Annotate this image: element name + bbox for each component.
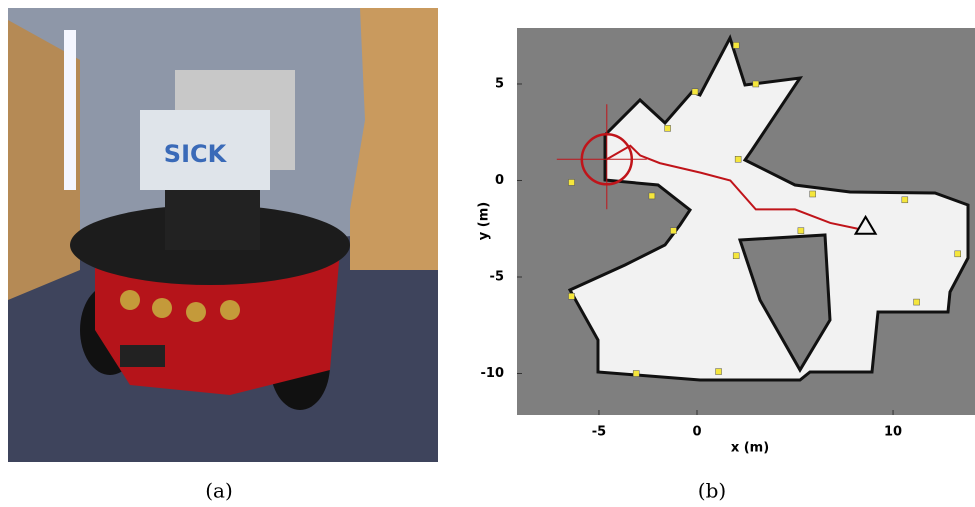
x-tick-label: -5	[592, 425, 606, 440]
x-axis-label: x (m)	[731, 441, 769, 456]
landmark	[665, 125, 671, 131]
y-tick-label: -10	[481, 366, 505, 381]
x-tick-label: 0	[692, 425, 701, 440]
x-tick-label: 10	[884, 425, 902, 440]
landmark	[670, 228, 676, 234]
caption: (a)	[205, 479, 233, 503]
page: SICK x (m) y (m) (a) (b) -501050-5-10 ((…	[0, 0, 975, 507]
caption: (b)	[698, 479, 726, 503]
landmark	[633, 371, 639, 377]
landmark	[733, 42, 739, 48]
landmark	[735, 156, 741, 162]
landmark	[798, 228, 804, 234]
landmark	[810, 191, 816, 197]
landmark	[733, 253, 739, 259]
landmark	[569, 293, 575, 299]
y-tick-label: 0	[495, 173, 504, 188]
landmark	[716, 369, 722, 375]
landmark	[902, 197, 908, 203]
figure: SICK x (m) y (m) (a) (b) -5 0 10 5 0 -5 -10	[0, 0, 975, 507]
landmark	[692, 89, 698, 95]
photo-label: SICK	[164, 140, 228, 168]
y-tick-label: 5	[495, 76, 504, 91]
landmark	[914, 299, 920, 305]
landmark	[569, 179, 575, 185]
landmark	[753, 81, 759, 87]
landmark	[955, 251, 961, 257]
y-axis-label: y (m)	[477, 202, 492, 240]
landmark	[649, 193, 655, 199]
photo: SICK	[8, 8, 438, 462]
y-tick-label: -5	[490, 269, 504, 284]
